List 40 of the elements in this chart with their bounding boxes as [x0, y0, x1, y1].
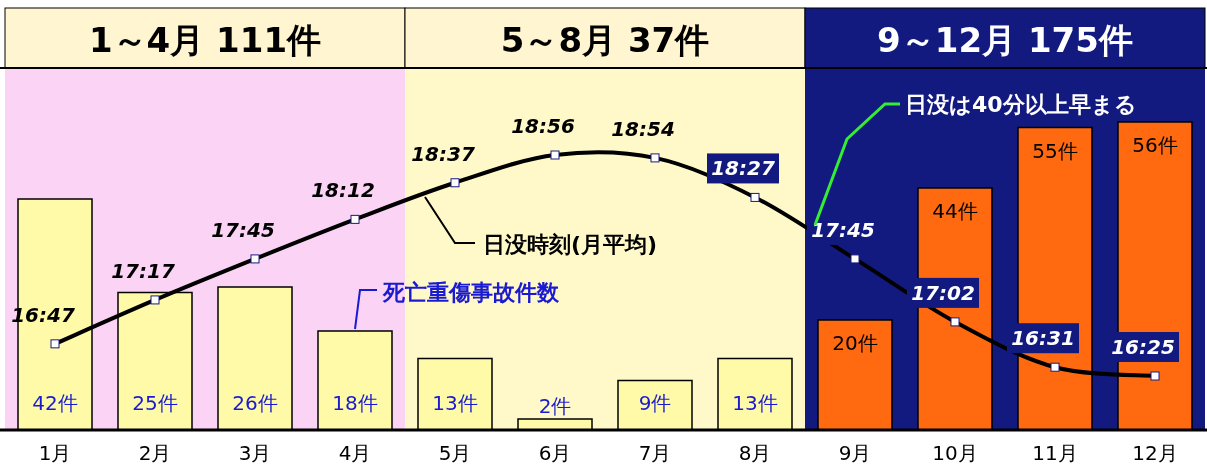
x-tick-label: 7月 — [638, 441, 672, 465]
data-label: 42件 — [32, 391, 78, 415]
x-tick-label: 12月 — [1132, 441, 1178, 465]
band-label: 1～4月 111件 — [88, 20, 322, 60]
data-label: 16:25 — [1111, 335, 1175, 359]
data-label: 44件 — [932, 199, 978, 223]
data-label: 25件 — [132, 391, 178, 415]
data-label: 18:37 — [411, 141, 475, 166]
x-tick-label: 2月 — [138, 441, 172, 465]
x-tick-label: 6月 — [538, 441, 572, 465]
text: 日没時刻(月平均) — [483, 232, 658, 257]
data-label: 17:45 — [811, 217, 875, 242]
band-label: 9～12月 175件 — [877, 20, 1133, 60]
data-label: 2件 — [538, 394, 572, 418]
x-tick-label: 4月 — [338, 441, 372, 465]
data-label: 26件 — [232, 391, 278, 415]
data-label: 18:56 — [511, 114, 575, 138]
x-tick-label: 10月 — [932, 441, 978, 465]
data-label: 17:17 — [111, 258, 175, 283]
x-tick-label: 3月 — [238, 441, 272, 465]
data-label: 18:27 — [711, 156, 775, 181]
data-label: 9件 — [638, 391, 672, 415]
x-tick-label: 1月 — [38, 441, 72, 465]
data-label: 18:12 — [311, 178, 375, 203]
data-label: 18:54 — [611, 116, 675, 141]
data-label: 17:02 — [911, 280, 975, 305]
data-label: 55件 — [1032, 138, 1078, 163]
data-label: 20件 — [832, 331, 878, 355]
data-label: 13件 — [732, 391, 778, 415]
data-label: 56件 — [1132, 133, 1178, 157]
data-label: 13件 — [432, 391, 478, 415]
x-tick-label: 11月 — [1032, 441, 1078, 465]
data-label: 17:45 — [211, 217, 275, 242]
data-label: 18件 — [332, 391, 378, 415]
x-tick-label: 8月 — [738, 441, 772, 465]
series-label: 死亡重傷事故件数 — [382, 280, 560, 305]
band-label: 5～8月 37件 — [500, 20, 710, 60]
data-label: 16:31 — [1011, 326, 1075, 351]
x-tick-label: 9月 — [838, 441, 872, 465]
x-tick-label: 5月 — [438, 441, 472, 465]
